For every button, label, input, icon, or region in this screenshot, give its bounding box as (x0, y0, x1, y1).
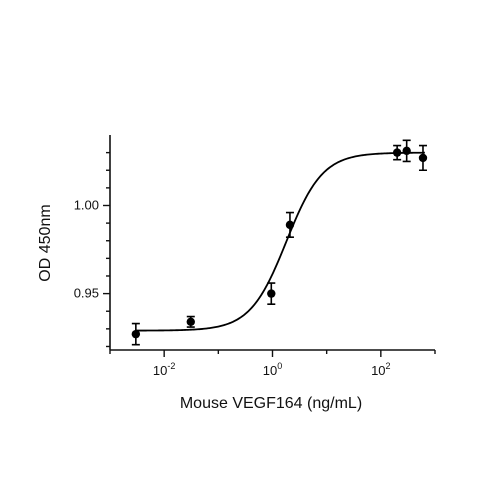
x-tick-label: 100 (263, 361, 282, 378)
data-point (418, 153, 428, 163)
y-tick-label: 0.95 (74, 286, 99, 301)
data-point (186, 317, 195, 327)
x-axis-title: Mouse VEGF164 (ng/mL) (180, 395, 362, 412)
data-point (267, 289, 276, 298)
data-point (285, 220, 295, 230)
data-point (131, 329, 141, 339)
plot-area: 0.95 1.00 10-2 100 102 (74, 135, 436, 378)
x-tick-label: 102 (371, 361, 390, 378)
y-tick-label: 1.00 (74, 197, 99, 212)
fit-curve (135, 151, 425, 332)
x-tick-label: 10-2 (153, 361, 175, 378)
data-point (392, 148, 402, 157)
data-point (402, 146, 411, 156)
y-axis-title: OD 450nm (37, 204, 54, 281)
